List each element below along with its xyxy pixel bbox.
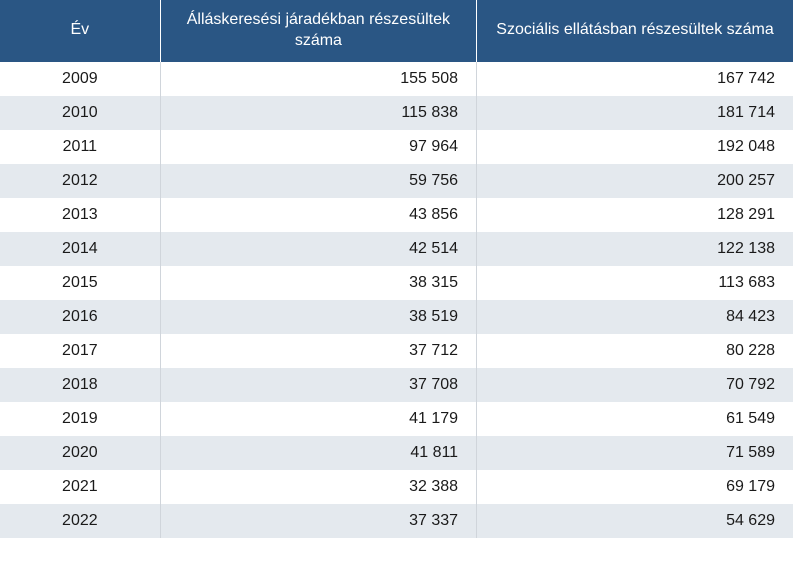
table-row: 2011 97 964 192 048 xyxy=(0,130,793,164)
cell-social: 167 742 xyxy=(477,62,793,96)
cell-social: 71 589 xyxy=(477,436,793,470)
table-row: 2012 59 756 200 257 xyxy=(0,164,793,198)
cell-jobseeker: 43 856 xyxy=(160,198,476,232)
cell-jobseeker: 41 179 xyxy=(160,402,476,436)
cell-social: 61 549 xyxy=(477,402,793,436)
cell-social: 80 228 xyxy=(477,334,793,368)
cell-jobseeker: 42 514 xyxy=(160,232,476,266)
table-header: Év Álláskeresési járadékban részesültek … xyxy=(0,0,793,62)
cell-jobseeker: 59 756 xyxy=(160,164,476,198)
table-row: 2016 38 519 84 423 xyxy=(0,300,793,334)
cell-year: 2012 xyxy=(0,164,160,198)
cell-jobseeker: 115 838 xyxy=(160,96,476,130)
cell-social: 192 048 xyxy=(477,130,793,164)
cell-social: 122 138 xyxy=(477,232,793,266)
table-body: 2009 155 508 167 742 2010 115 838 181 71… xyxy=(0,62,793,538)
cell-social: 181 714 xyxy=(477,96,793,130)
cell-year: 2018 xyxy=(0,368,160,402)
table-row: 2013 43 856 128 291 xyxy=(0,198,793,232)
cell-year: 2019 xyxy=(0,402,160,436)
cell-year: 2020 xyxy=(0,436,160,470)
cell-jobseeker: 37 712 xyxy=(160,334,476,368)
cell-year: 2017 xyxy=(0,334,160,368)
table-row: 2019 41 179 61 549 xyxy=(0,402,793,436)
data-table: Év Álláskeresési járadékban részesültek … xyxy=(0,0,793,538)
cell-social: 128 291 xyxy=(477,198,793,232)
cell-social: 113 683 xyxy=(477,266,793,300)
cell-jobseeker: 155 508 xyxy=(160,62,476,96)
table-row: 2021 32 388 69 179 xyxy=(0,470,793,504)
header-jobseeker-allowance: Álláskeresési járadékban részesültek szá… xyxy=(160,0,476,62)
cell-year: 2022 xyxy=(0,504,160,538)
cell-social: 54 629 xyxy=(477,504,793,538)
cell-year: 2010 xyxy=(0,96,160,130)
cell-year: 2016 xyxy=(0,300,160,334)
cell-jobseeker: 32 388 xyxy=(160,470,476,504)
table-row: 2010 115 838 181 714 xyxy=(0,96,793,130)
data-table-container: Év Álláskeresési járadékban részesültek … xyxy=(0,0,793,538)
cell-social: 84 423 xyxy=(477,300,793,334)
cell-year: 2011 xyxy=(0,130,160,164)
header-row: Év Álláskeresési járadékban részesültek … xyxy=(0,0,793,62)
cell-year: 2015 xyxy=(0,266,160,300)
cell-jobseeker: 37 708 xyxy=(160,368,476,402)
table-row: 2014 42 514 122 138 xyxy=(0,232,793,266)
cell-social: 69 179 xyxy=(477,470,793,504)
table-row: 2018 37 708 70 792 xyxy=(0,368,793,402)
cell-year: 2014 xyxy=(0,232,160,266)
cell-jobseeker: 38 315 xyxy=(160,266,476,300)
header-social-benefit: Szociális ellátásban részesültek száma xyxy=(477,0,793,62)
cell-jobseeker: 37 337 xyxy=(160,504,476,538)
cell-year: 2009 xyxy=(0,62,160,96)
table-row: 2015 38 315 113 683 xyxy=(0,266,793,300)
cell-year: 2021 xyxy=(0,470,160,504)
table-row: 2017 37 712 80 228 xyxy=(0,334,793,368)
cell-social: 70 792 xyxy=(477,368,793,402)
cell-jobseeker: 97 964 xyxy=(160,130,476,164)
header-year: Év xyxy=(0,0,160,62)
cell-jobseeker: 38 519 xyxy=(160,300,476,334)
table-row: 2009 155 508 167 742 xyxy=(0,62,793,96)
table-row: 2020 41 811 71 589 xyxy=(0,436,793,470)
cell-year: 2013 xyxy=(0,198,160,232)
cell-social: 200 257 xyxy=(477,164,793,198)
table-row: 2022 37 337 54 629 xyxy=(0,504,793,538)
cell-jobseeker: 41 811 xyxy=(160,436,476,470)
